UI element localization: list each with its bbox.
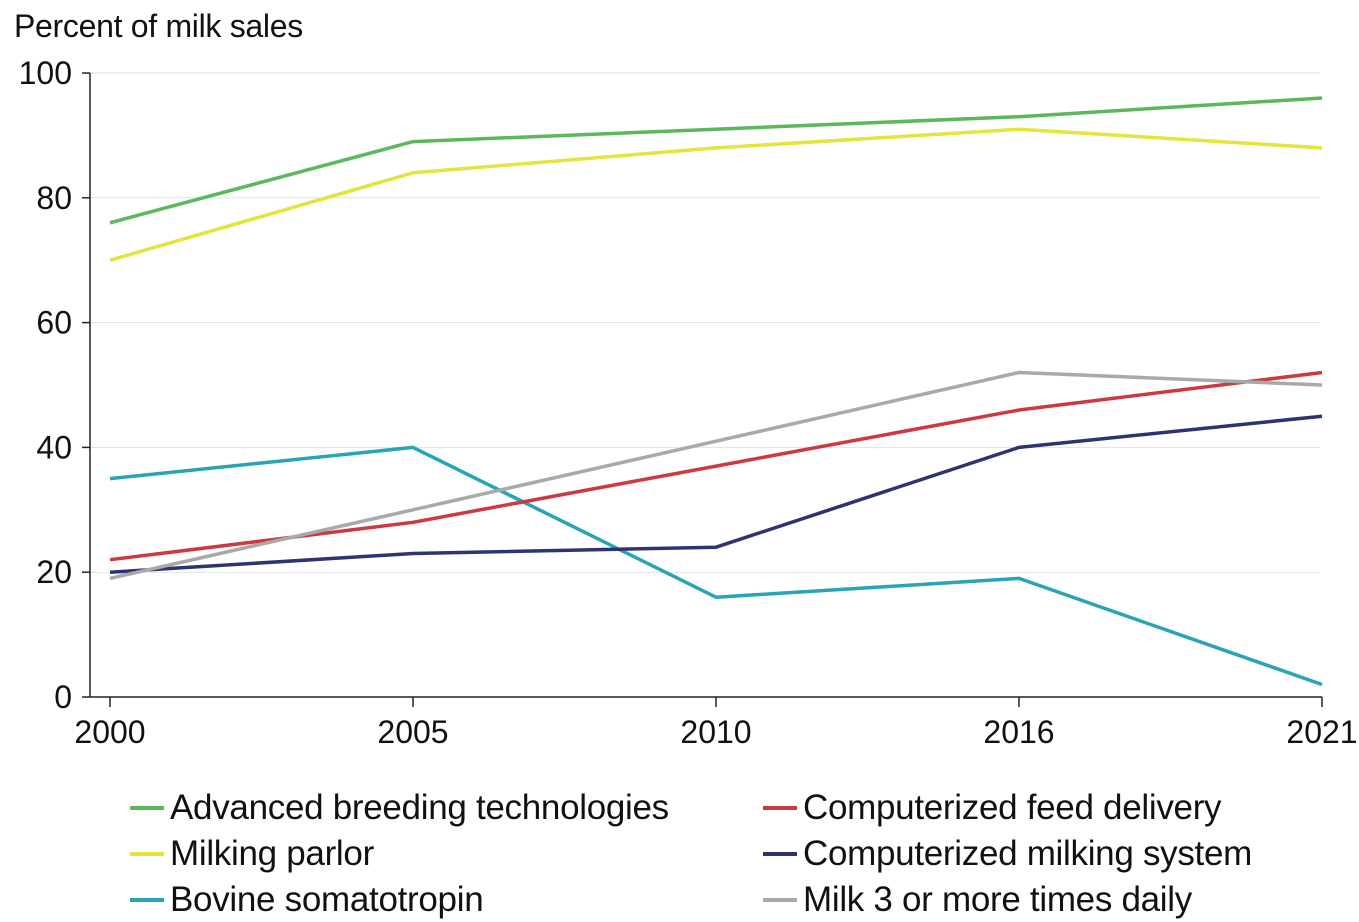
x-tick-label: 2010	[680, 714, 751, 750]
legend: Advanced breeding technologies Milking pa…	[130, 786, 1340, 921]
legend-label: Bovine somatotropin	[170, 880, 484, 919]
y-tick-label: 60	[36, 305, 72, 341]
legend-item: Computerized milking system	[763, 832, 1252, 876]
legend-item: Advanced breeding technologies	[130, 786, 669, 830]
y-tick-label: 80	[36, 180, 72, 216]
series-line-bovine-somatotropin	[109, 445, 1323, 687]
x-tick-label: 2000	[74, 714, 145, 750]
legend-swatch	[763, 898, 797, 902]
series-line-milking-parlor	[109, 127, 1323, 262]
series-lines	[109, 96, 1323, 687]
legend-label: Milking parlor	[170, 834, 374, 873]
legend-label: Computerized milking system	[803, 834, 1252, 873]
y-tick-label: 100	[19, 55, 72, 91]
legend-item: Bovine somatotropin	[130, 878, 484, 922]
series-line-milk-3-or-more-times-daily	[109, 370, 1323, 581]
series-line-advanced-breeding-technologies	[109, 96, 1323, 225]
legend-label: Advanced breeding technologies	[170, 788, 669, 827]
legend-swatch	[763, 852, 797, 856]
legend-swatch	[130, 898, 164, 902]
y-tick-label: 20	[36, 554, 72, 590]
legend-swatch	[130, 806, 164, 810]
legend-item: Milking parlor	[130, 832, 374, 876]
legend-label: Computerized feed delivery	[803, 788, 1222, 827]
x-tick-label: 2016	[983, 714, 1054, 750]
legend-item: Computerized feed delivery	[763, 786, 1222, 830]
y-tick-label: 0	[54, 679, 72, 715]
y-axis-title: Percent of milk sales	[14, 8, 303, 44]
x-tick-label: 2005	[377, 714, 448, 750]
axes	[82, 72, 1323, 707]
legend-item: Milk 3 or more times daily	[763, 878, 1192, 922]
line-chart: 0 20 40 60 80 100 2000 2005 2010 2016 2021	[19, 55, 1358, 750]
legend-swatch	[130, 852, 164, 856]
series-line-computerized-milking-system	[109, 414, 1323, 574]
legend-label: Milk 3 or more times daily	[803, 880, 1192, 919]
series-line-computerized-feed-delivery	[109, 370, 1323, 562]
legend-swatch	[763, 806, 797, 810]
x-tick-label: 2021	[1286, 714, 1357, 750]
y-tick-label: 40	[36, 429, 72, 465]
gridlines	[90, 72, 1320, 573]
tick-labels: 0 20 40 60 80 100 2000 2005 2010 2016 2021	[19, 55, 1358, 750]
